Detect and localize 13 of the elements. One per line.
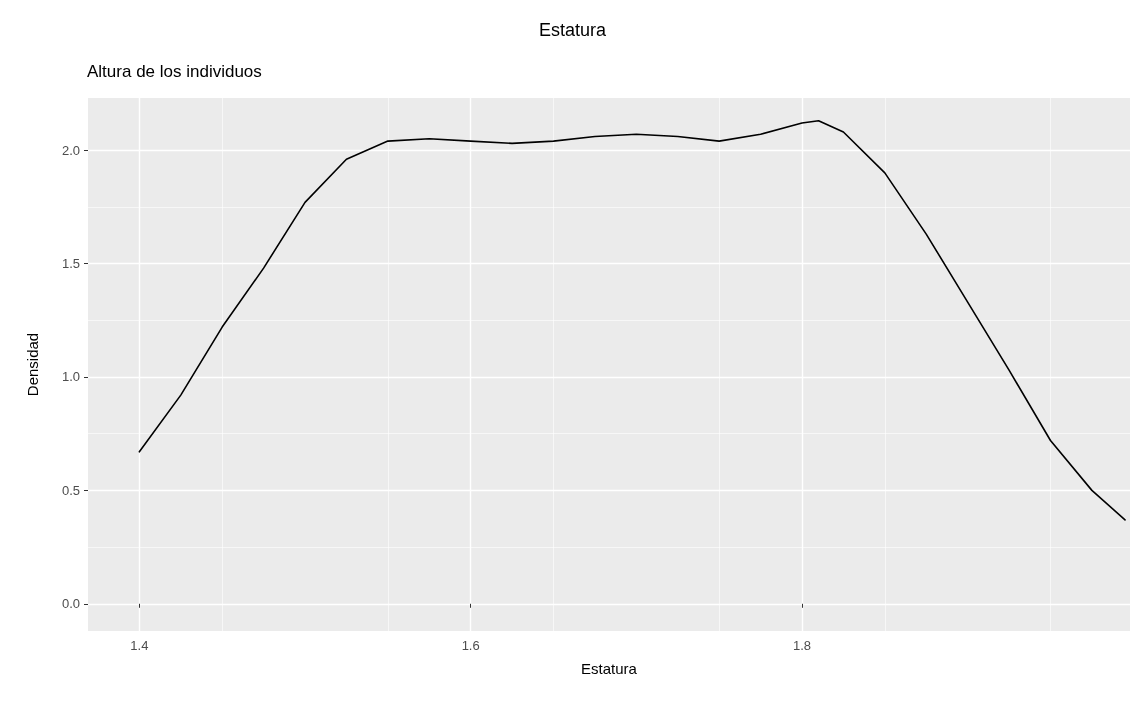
x-tick-label: 1.4 xyxy=(130,638,149,653)
chart-subtitle: Altura de los individuos xyxy=(87,62,262,81)
y-tick-label: 0.5 xyxy=(61,482,80,498)
y-axis-title: Densidad xyxy=(24,332,41,397)
chart-title: Estatura xyxy=(538,20,607,40)
x-tick-label: 1.8 xyxy=(792,638,812,653)
y-tick-label: 0.0 xyxy=(61,596,80,612)
line-series xyxy=(138,119,1126,521)
x-tick-label: 1.6 xyxy=(461,638,480,653)
y-tick-label: 2.0 xyxy=(61,142,80,158)
y-tick-label: 1.0 xyxy=(61,369,80,385)
y-tick-label: 1.5 xyxy=(61,256,80,272)
x-axis-title: Estatura xyxy=(581,660,638,677)
